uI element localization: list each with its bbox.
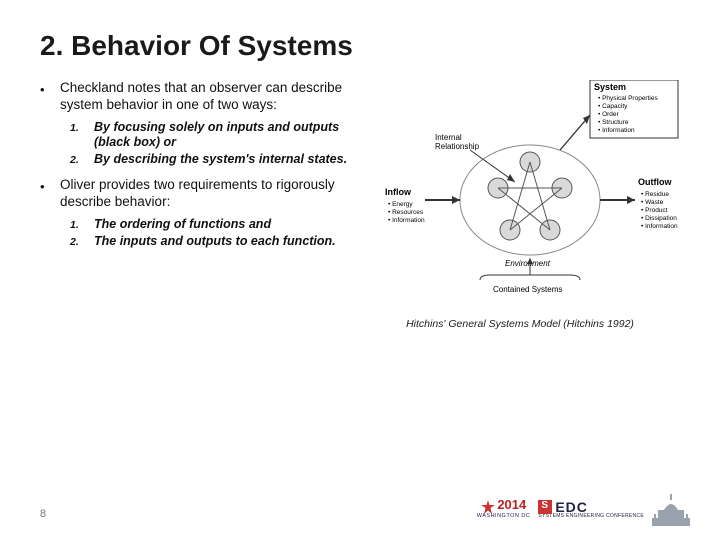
svg-text:• Energy: • Energy — [388, 201, 413, 208]
sub-1-1-text: By focusing solely on inputs and outputs… — [94, 120, 350, 150]
svg-text:Outflow: Outflow — [638, 177, 672, 187]
svg-text:• Capacity: • Capacity — [598, 103, 628, 110]
capitol-icon — [652, 492, 690, 526]
system-label: System — [594, 82, 626, 92]
sub-num: 2. — [70, 152, 94, 167]
sub-num: 1. — [70, 217, 94, 232]
diagram-caption: Hitchins' General Systems Model (Hitchin… — [360, 318, 680, 330]
sub-2-1: 1. The ordering of functions and — [70, 217, 350, 232]
svg-text:• Order: • Order — [598, 111, 620, 118]
slide: 2. Behavior Of Systems • Checkland notes… — [0, 0, 720, 540]
bullet-1-text: Checkland notes that an observer can des… — [60, 80, 350, 114]
sub-num: 1. — [70, 120, 94, 150]
svg-text:• Dissipation: • Dissipation — [641, 215, 677, 222]
sub-2-2: 2. The inputs and outputs to each functi… — [70, 234, 350, 249]
sedc-sub: SYSTEMS ENGINEERING CONFERENCE — [538, 513, 644, 519]
svg-text:• Information: • Information — [388, 217, 425, 224]
bullet-2-subs: 1. The ordering of functions and 2. The … — [70, 217, 350, 249]
slide-title: 2. Behavior Of Systems — [40, 30, 680, 62]
svg-text:Inflow: Inflow — [385, 187, 412, 197]
svg-text:Relationship: Relationship — [435, 142, 480, 151]
text-column: • Checkland notes that an observer can d… — [40, 80, 350, 330]
svg-text:• Waste: • Waste — [641, 199, 664, 206]
bullet-1: • Checkland notes that an observer can d… — [40, 80, 350, 114]
sedc-logo: EDC SYSTEMS ENGINEERING CONFERENCE — [538, 499, 644, 519]
svg-text:• Product: • Product — [641, 207, 668, 214]
diagram-column: System • Physical Properties • Capacity … — [360, 80, 680, 330]
footer-logos: 2014 WASHINGTON DC EDC SYSTEMS ENGINEERI… — [477, 492, 690, 526]
sub-2-1-text: The ordering of functions and — [94, 217, 350, 232]
sub-num: 2. — [70, 234, 94, 249]
svg-text:Internal: Internal — [435, 133, 462, 142]
systems-diagram: System • Physical Properties • Capacity … — [380, 80, 680, 300]
sub-2-2-text: The inputs and outputs to each function. — [94, 234, 350, 249]
city-text: WASHINGTON DC — [477, 514, 531, 520]
sub-1-1: 1. By focusing solely on inputs and outp… — [70, 120, 350, 150]
svg-text:• Information: • Information — [598, 127, 635, 134]
bullet-2-text: Oliver provides two requirements to rigo… — [60, 177, 350, 211]
svg-text:• Information: • Information — [641, 223, 678, 230]
bullet-2: • Oliver provides two requirements to ri… — [40, 177, 350, 211]
svg-text:• Resources: • Resources — [388, 209, 424, 216]
bullet-1-subs: 1. By focusing solely on inputs and outp… — [70, 120, 350, 167]
svg-text:Contained Systems: Contained Systems — [493, 285, 562, 294]
svg-text:• Structure: • Structure — [598, 119, 629, 126]
bullet-dot: • — [40, 80, 60, 114]
year-logo: 2014 WASHINGTON DC — [477, 498, 531, 519]
svg-text:• Physical Properties: • Physical Properties — [598, 95, 658, 102]
bullet-dot: • — [40, 177, 60, 211]
svg-text:• Residue: • Residue — [641, 191, 669, 198]
sub-1-2: 2. By describing the system's internal s… — [70, 152, 350, 167]
page-number: 8 — [40, 508, 46, 520]
year-text: 2014 — [497, 497, 526, 512]
sub-1-2-text: By describing the system's internal stat… — [94, 152, 350, 167]
sedc-square-icon — [538, 500, 552, 514]
content-row: • Checkland notes that an observer can d… — [40, 80, 680, 330]
